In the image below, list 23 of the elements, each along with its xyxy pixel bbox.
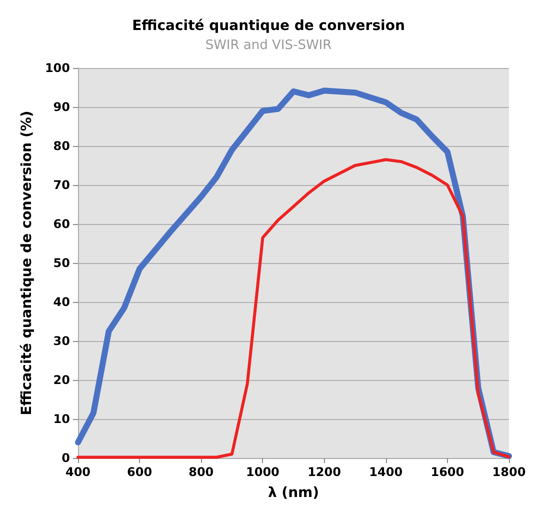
x-tick-label: 600 bbox=[127, 465, 152, 479]
y-tick-label: 50 bbox=[53, 256, 70, 270]
chart-title: Efficacité quantique de conversion bbox=[132, 18, 405, 34]
y-tick-label: 10 bbox=[53, 412, 70, 426]
x-tick-label: 1400 bbox=[369, 465, 403, 479]
y-tick-label: 100 bbox=[44, 61, 70, 75]
x-tick-label: 1600 bbox=[430, 465, 464, 479]
y-tick-label: 20 bbox=[53, 373, 70, 387]
y-axis-title: Efficacité quantique de conversion (%) bbox=[19, 110, 35, 416]
y-tick-label: 0 bbox=[62, 451, 70, 465]
y-tick-label: 90 bbox=[53, 100, 70, 114]
x-tick-label: 1200 bbox=[308, 465, 341, 479]
y-tick-label: 40 bbox=[53, 295, 70, 309]
chart-subtitle: SWIR and VIS-SWIR bbox=[205, 38, 332, 53]
y-tick-label: 30 bbox=[53, 334, 70, 348]
x-tick-label: 1000 bbox=[246, 465, 280, 479]
x-tick-label: 1800 bbox=[492, 465, 526, 479]
y-tick-label: 80 bbox=[53, 139, 70, 153]
x-tick-label: 400 bbox=[65, 465, 91, 479]
x-axis-title: λ (nm) bbox=[268, 485, 320, 501]
y-tick-label: 60 bbox=[53, 217, 70, 231]
x-tick-label: 800 bbox=[188, 465, 214, 479]
y-tick-label: 70 bbox=[53, 178, 70, 192]
